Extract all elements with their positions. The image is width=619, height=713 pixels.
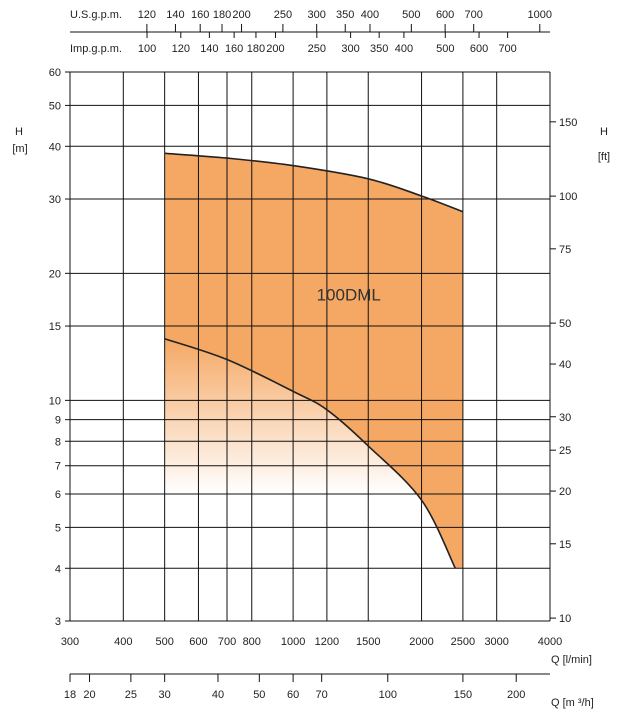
curves xyxy=(164,152,464,569)
usgpm-tick-label-300: 300 xyxy=(307,9,325,21)
impgpm-tick-label-700: 700 xyxy=(498,43,516,55)
y-tick-label-40: 40 xyxy=(49,141,61,153)
y-tick-label-7: 7 xyxy=(55,461,61,473)
usgpm-tick-label-160: 160 xyxy=(191,9,209,21)
m3h-tick-label-200: 200 xyxy=(507,689,525,701)
h-m-label-symbol: H xyxy=(15,126,23,138)
upper-curve-line xyxy=(164,152,464,213)
y-tick-label-50: 50 xyxy=(49,100,61,112)
x-tick-label-500: 500 xyxy=(155,636,173,648)
operating-range-fill xyxy=(164,153,463,621)
x-tick-label-400: 400 xyxy=(114,636,132,648)
impgpm-label: Imp.g.p.m. xyxy=(70,43,122,55)
lower-curve-line xyxy=(164,337,457,569)
impgpm-tick-label-250: 250 xyxy=(308,43,326,55)
m3h-tick-label-50: 50 xyxy=(253,689,265,701)
labels: 3 4 5 6 7 8 9 10 15 20 30 40 50 60 10 15 20 25 30 40 50 75 100… xyxy=(12,9,610,709)
q-m3h-label: Q [m ³/h] xyxy=(551,697,594,709)
usgpm-tick-label-500: 500 xyxy=(402,9,420,21)
y-tick-label-8: 8 xyxy=(55,436,61,448)
ft-tick-label-30: 30 xyxy=(559,412,571,424)
m3h-tick-label-60: 60 xyxy=(287,689,299,701)
x-tick-label-800: 800 xyxy=(243,636,261,648)
x-tick-label-3000: 3000 xyxy=(484,636,508,648)
impgpm-tick-label-120: 120 xyxy=(172,43,190,55)
model-label: 100DML xyxy=(317,286,381,305)
operating-range-fade xyxy=(164,338,463,621)
x-tick-label-1200: 1200 xyxy=(315,636,339,648)
y-tick-label-60: 60 xyxy=(49,67,61,79)
x-tick-label-4000: 4000 xyxy=(538,636,562,648)
impgpm-tick-label-160: 160 xyxy=(225,43,243,55)
x-tick-label-700: 700 xyxy=(218,636,236,648)
ft-tick-label-25: 25 xyxy=(559,445,571,457)
usgpm-tick-label-350: 350 xyxy=(336,9,354,21)
usgpm-label: U.S.g.p.m. xyxy=(70,9,122,21)
x-tick-label-600: 600 xyxy=(189,636,207,648)
y-tick-label-6: 6 xyxy=(55,489,61,501)
m3h-tick-label-40: 40 xyxy=(212,689,224,701)
h-m-label-unit: [m] xyxy=(12,143,27,155)
usgpm-tick-label-400: 400 xyxy=(361,9,379,21)
impgpm-tick-label-200: 200 xyxy=(266,43,284,55)
usgpm-tick-label-120: 120 xyxy=(138,9,156,21)
ft-tick-label-20: 20 xyxy=(559,486,571,498)
x-tick-label-1000: 1000 xyxy=(281,636,305,648)
ft-tick-label-15: 15 xyxy=(559,539,571,551)
q-lmin-label: Q [l/min] xyxy=(551,654,592,666)
x-tick-label-2000: 2000 xyxy=(409,636,433,648)
impgpm-tick-label-140: 140 xyxy=(200,43,218,55)
ft-tick-label-40: 40 xyxy=(559,359,571,371)
y-tick-label-3: 3 xyxy=(55,616,61,628)
ft-tick-label-100: 100 xyxy=(559,191,577,203)
impgpm-tick-label-180: 180 xyxy=(247,43,265,55)
usgpm-tick-label-140: 140 xyxy=(166,9,184,21)
m3h-tick-label-70: 70 xyxy=(316,689,328,701)
m3h-tick-label-100: 100 xyxy=(379,689,397,701)
usgpm-tick-label-600: 600 xyxy=(436,9,454,21)
h-ft-label-unit: [ft] xyxy=(598,151,610,163)
usgpm-tick-label-180: 180 xyxy=(213,9,231,21)
ft-tick-label-75: 75 xyxy=(559,244,571,256)
m3h-tick-label-150: 150 xyxy=(454,689,472,701)
axes xyxy=(65,24,556,682)
y-tick-label-10: 10 xyxy=(49,395,61,407)
y-tick-label-15: 15 xyxy=(49,321,61,333)
h-ft-label-symbol: H xyxy=(600,126,608,138)
ft-tick-label-50: 50 xyxy=(559,318,571,330)
impgpm-tick-label-500: 500 xyxy=(436,43,454,55)
m3h-tick-label-25: 25 xyxy=(125,689,137,701)
m3h-tick-label-30: 30 xyxy=(159,689,171,701)
m3h-tick-label-18: 18 xyxy=(64,689,76,701)
ft-tick-label-150: 150 xyxy=(559,117,577,129)
impgpm-tick-label-600: 600 xyxy=(470,43,488,55)
impgpm-tick-label-350: 350 xyxy=(370,43,388,55)
impgpm-tick-label-400: 400 xyxy=(395,43,413,55)
operating-range-band xyxy=(164,153,463,569)
y-tick-label-20: 20 xyxy=(49,268,61,280)
y-tick-label-4: 4 xyxy=(55,563,61,575)
y-tick-label-5: 5 xyxy=(55,522,61,534)
y-tick-label-30: 30 xyxy=(49,194,61,206)
impgpm-tick-label-100: 100 xyxy=(138,43,156,55)
impgpm-tick-label-300: 300 xyxy=(341,43,359,55)
usgpm-tick-label-700: 700 xyxy=(465,9,483,21)
x-tick-label-2500: 2500 xyxy=(451,636,475,648)
usgpm-tick-label-200: 200 xyxy=(232,9,250,21)
usgpm-tick-label-250: 250 xyxy=(274,9,292,21)
usgpm-tick-label-1000: 1000 xyxy=(528,9,552,21)
x-tick-label-300: 300 xyxy=(61,636,79,648)
ft-tick-label-10: 10 xyxy=(559,613,571,625)
x-tick-label-1500: 1500 xyxy=(356,636,380,648)
m3h-tick-label-20: 20 xyxy=(83,689,95,701)
y-tick-label-9: 9 xyxy=(55,415,61,427)
